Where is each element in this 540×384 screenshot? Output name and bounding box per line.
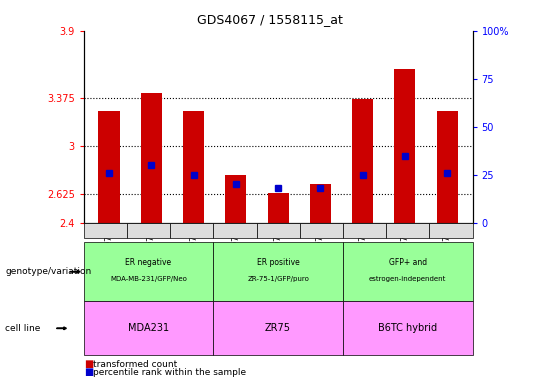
- Text: percentile rank within the sample: percentile rank within the sample: [93, 368, 246, 377]
- Bar: [352, 99, 373, 223]
- Bar: [310, 184, 331, 223]
- Text: B6TC hybrid: B6TC hybrid: [378, 323, 437, 333]
- Text: ZR75: ZR75: [265, 323, 291, 333]
- Text: ER positive: ER positive: [256, 258, 300, 266]
- Text: ■: ■: [84, 359, 93, 369]
- Text: estrogen-independent: estrogen-independent: [369, 276, 447, 282]
- Text: GDS4067 / 1558115_at: GDS4067 / 1558115_at: [197, 13, 343, 26]
- Bar: [267, 193, 289, 223]
- Bar: [436, 111, 458, 223]
- Bar: [141, 93, 162, 223]
- Text: MDA-MB-231/GFP/Neo: MDA-MB-231/GFP/Neo: [110, 276, 187, 282]
- Text: ER negative: ER negative: [125, 258, 172, 266]
- Text: ZR-75-1/GFP/puro: ZR-75-1/GFP/puro: [247, 276, 309, 282]
- Text: MDA231: MDA231: [128, 323, 169, 333]
- Text: cell line: cell line: [5, 324, 41, 333]
- Text: transformed count: transformed count: [93, 359, 177, 369]
- Text: GFP+ and: GFP+ and: [389, 258, 427, 266]
- Bar: [394, 69, 415, 223]
- Text: genotype/variation: genotype/variation: [5, 267, 92, 276]
- Bar: [98, 111, 120, 223]
- Bar: [183, 111, 204, 223]
- Bar: [225, 175, 246, 223]
- Text: ■: ■: [84, 367, 93, 377]
